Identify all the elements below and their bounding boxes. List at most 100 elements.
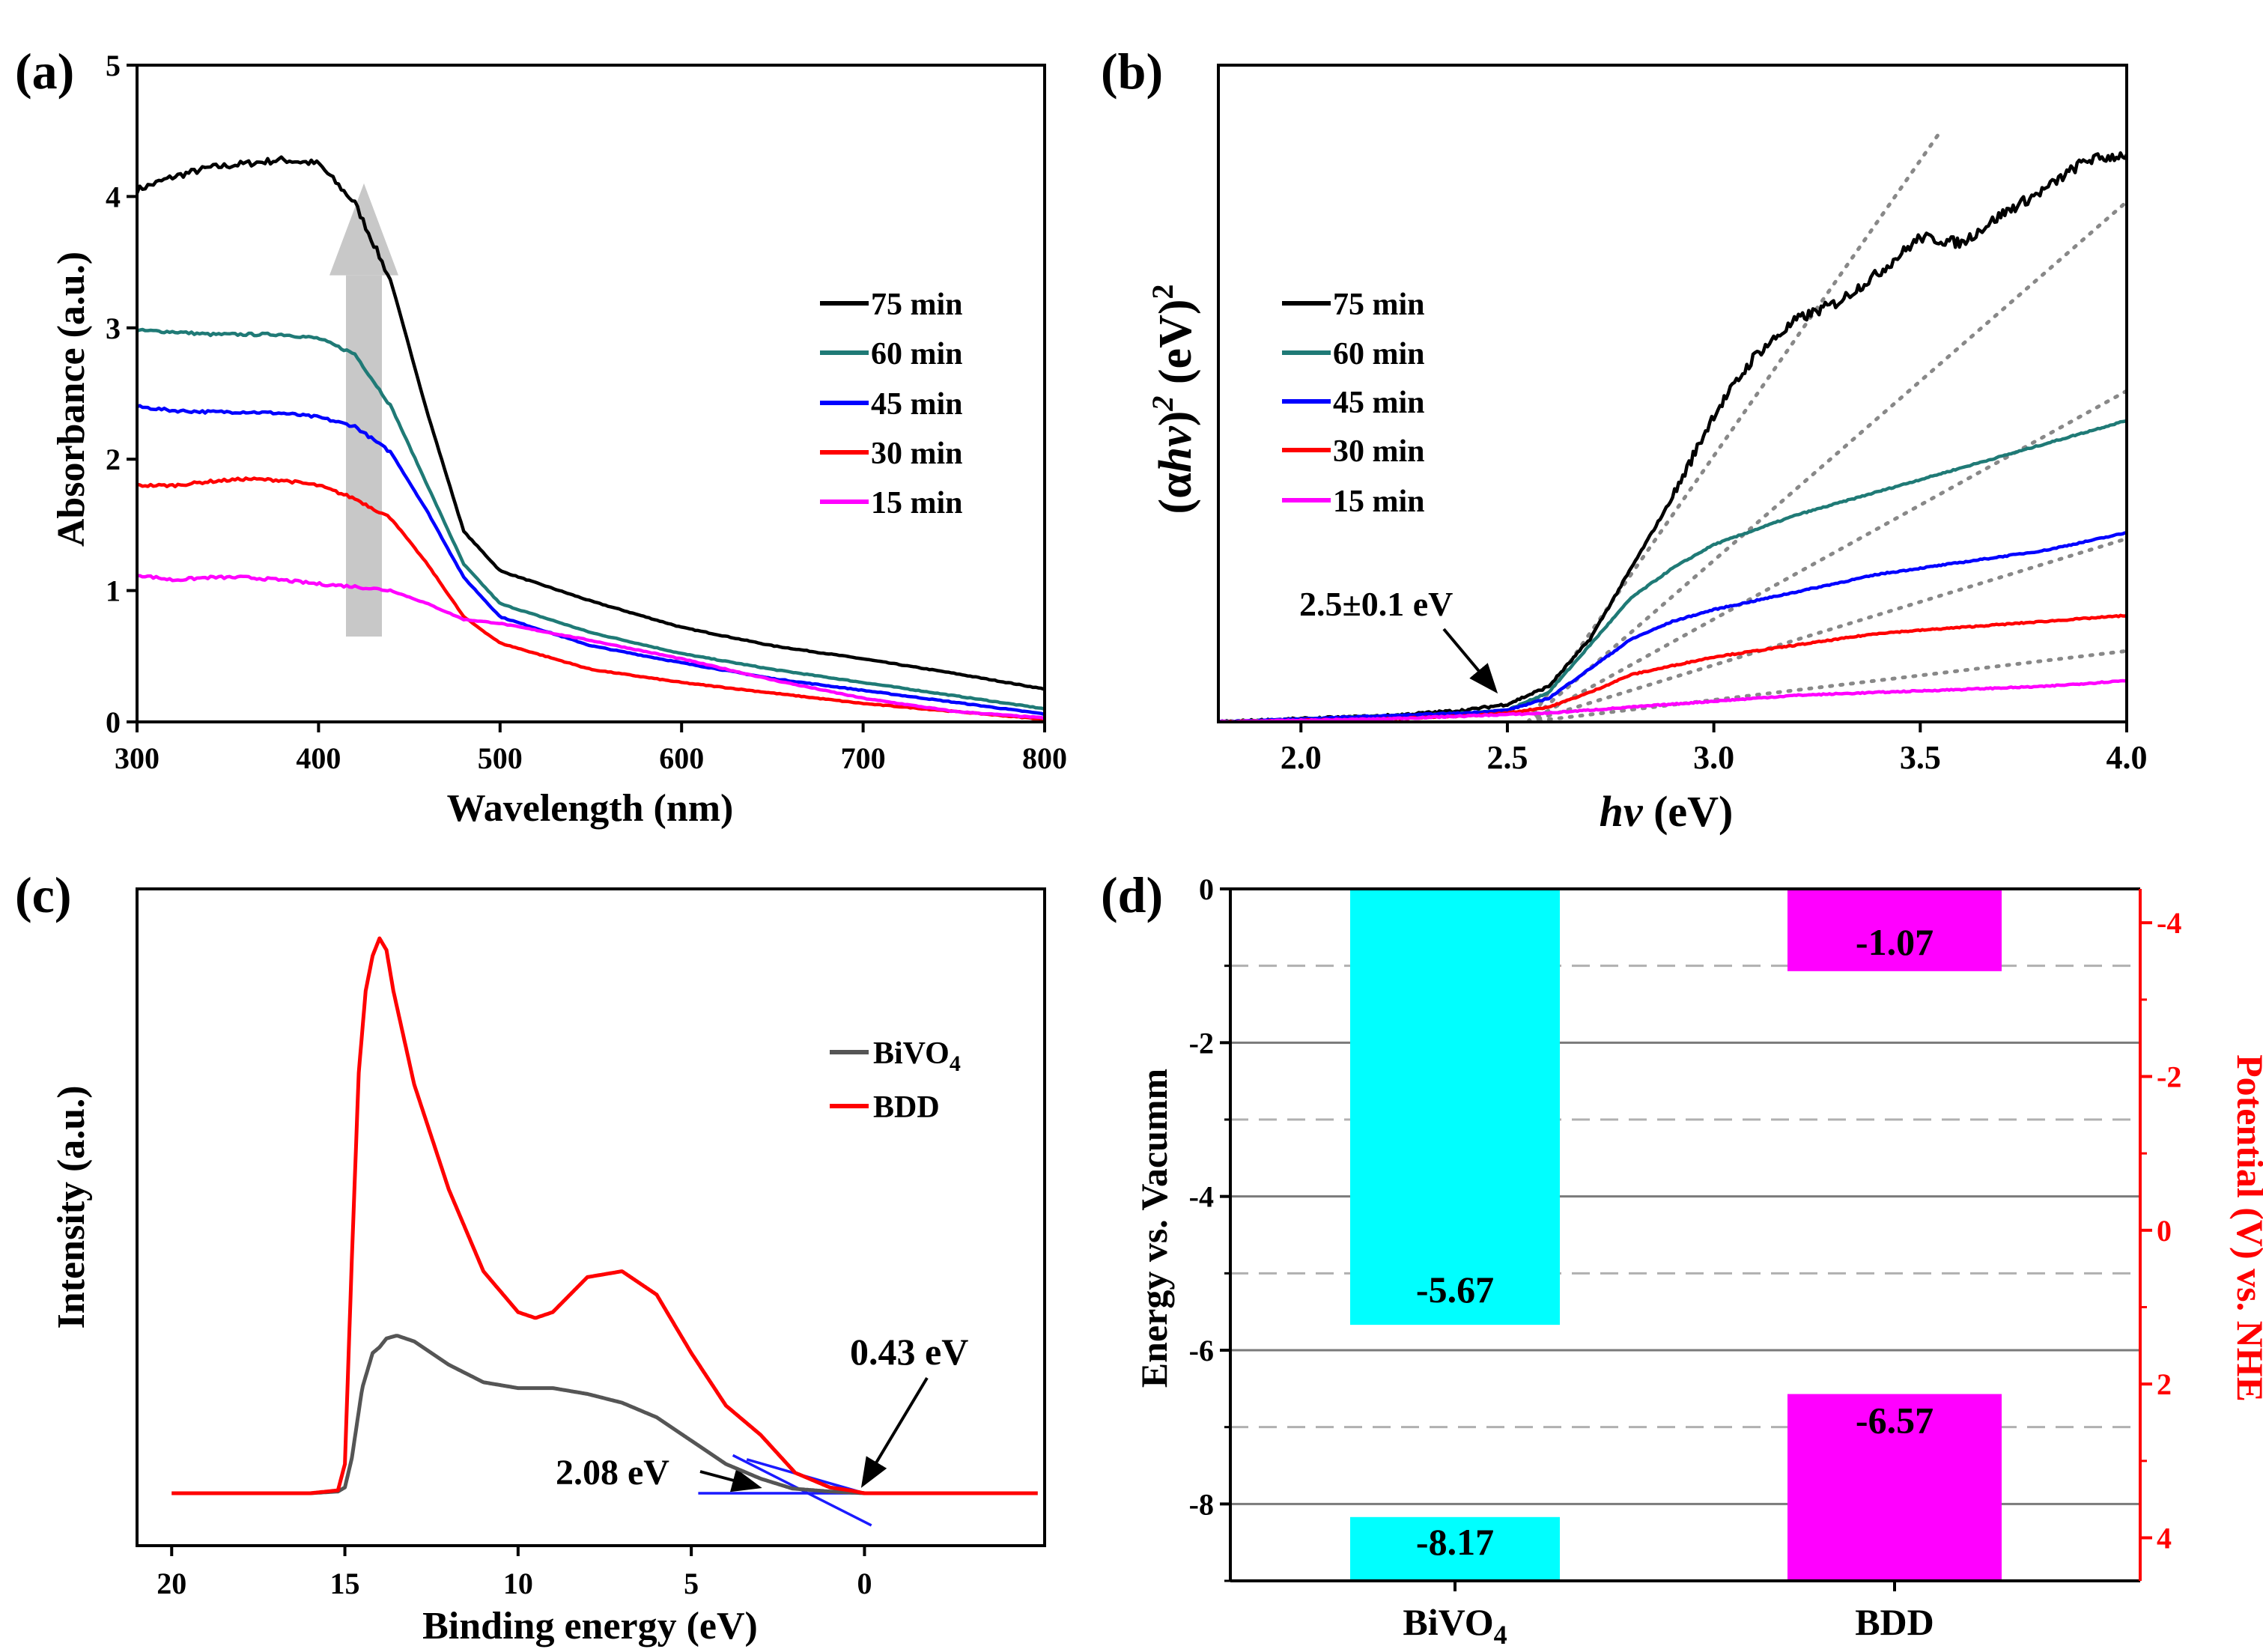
panel-b-fit-line-0 [1526, 129, 1943, 722]
panel-b-plot-area [1218, 129, 2127, 722]
panel-a-series-30-min [136, 476, 1044, 721]
legend-b-label-15: 15 min [1333, 485, 1425, 519]
legend-c-label-bdd: BDD [873, 1090, 940, 1125]
panel-a-ytick-label-4: 4 [106, 180, 121, 213]
panel-a-frame [136, 64, 1046, 723]
panel-label-c: (c) [15, 866, 71, 923]
panel-b-xlabel-unit: (eV) [1643, 787, 1734, 836]
panel-b-series-15-min [1218, 678, 2127, 722]
panel-label-d: (d) [1101, 866, 1163, 923]
panel-d-ylabel-left: Energy vs. Vacumm [1133, 1069, 1175, 1388]
panel-c-legend: BiVO4 BDD [830, 1036, 961, 1125]
panel-d-bar-label-BDD-2: -1.07 [1856, 921, 1934, 963]
panel-d-left-tick-label-0: 0 [1199, 872, 1214, 906]
panel-a-legend: 75 min 60 min 45 min 30 min 15 min [820, 288, 963, 520]
panel-label-a: (a) [15, 43, 74, 100]
panel-d-bar-label-BiVO4-1: -8.17 [1416, 1521, 1494, 1563]
panel-b-ylabel-sup2: 2 [1146, 285, 1179, 300]
panel-c-xtick-label-10: 10 [503, 1567, 533, 1600]
panel-d-bar-label-BiVO4-0: -5.67 [1416, 1269, 1494, 1311]
panel-d-bar-label-BDD-3: -6.57 [1856, 1400, 1934, 1442]
panel-c-xlabel: Binding energy (eV) [422, 1605, 758, 1648]
panel-c-ylabel: Intensity (a.u.) [50, 1085, 93, 1328]
panel-d-category-bivo4-sub: 4 [1494, 1620, 1507, 1648]
panel-d-left-tick-label--2: -2 [1189, 1026, 1214, 1060]
panel-d-right-tick-label--4: -4 [2157, 906, 2181, 940]
panel-c-frame [136, 887, 1046, 1547]
panel-a-ylabel: Absorbance (a.u.) [50, 252, 93, 547]
panel-a-xlabel: Wavelength (nm) [447, 787, 734, 830]
legend-a-label-60: 60 min [871, 337, 963, 371]
panel-b-series-45-min [1218, 531, 2127, 722]
panel-a-xtick-label-300: 300 [115, 741, 160, 775]
panel-b-xlabel-hv: hv [1600, 787, 1644, 836]
panel-b-annotation-arrow [1442, 628, 1498, 694]
panel-a-xtick-label-800: 800 [1022, 741, 1067, 775]
panel-b-ylabel-hv: hv [1150, 425, 1201, 473]
panel-b-ylabel: (αhv)2 (eV)2 [1146, 285, 1201, 514]
panel-a-xtick-label-400: 400 [296, 741, 341, 775]
panel-a-ytick-label-5: 5 [106, 49, 121, 82]
panel-c-xtick-label-15: 15 [330, 1567, 360, 1600]
panel-b-ylabel-open: (α [1150, 473, 1201, 514]
panel-a-trend-arrow-head [329, 183, 398, 276]
panel-b-xtick-label-2.5: 2.5 [1486, 739, 1528, 776]
panel-b-xtick-label-3.0: 3.0 [1693, 739, 1734, 776]
panel-b-series-30-min [1218, 613, 2127, 722]
panel-d-category-bdd: BDD [1855, 1601, 1934, 1643]
legend-a-label-75: 75 min [871, 288, 963, 322]
panel-label-b: (b) [1101, 43, 1163, 100]
panel-b-fit-line-3 [1526, 536, 2127, 722]
panel-d-category-bivo4: BiVO4 [1403, 1601, 1507, 1648]
panel-d-bar-BiVO4-0 [1350, 889, 1560, 1325]
panel-b-ylabel-ev: (eV) [1150, 300, 1201, 396]
panel-a-ytick-label-0: 0 [106, 705, 121, 739]
panel-c-xtick-label-5: 5 [684, 1567, 699, 1600]
panel-d-ylabel-right: Potential (V) vs. NHE [2229, 1054, 2263, 1402]
panel-b-fit-line-1 [1526, 199, 2127, 722]
legend-c-label-bivo4-sub: 4 [950, 1051, 961, 1076]
chart-dynamic-layer: 300 400 500 600 700 800 0 1 2 3 4 5 2.0 2.5 3.0 3.5 4.0 2… [106, 49, 2181, 1600]
panel-d-right-tick-label-2: 2 [2157, 1367, 2172, 1401]
panel-c-annotation-208: 2.08 eV [556, 1453, 669, 1492]
panel-c-xtick-label-20: 20 [157, 1567, 186, 1600]
panel-b-fit-line-4 [1526, 649, 2127, 722]
panel-a-xtick-label-700: 700 [841, 741, 886, 775]
legend-a-label-15: 15 min [871, 486, 963, 520]
legend-b-label-45: 45 min [1333, 386, 1425, 420]
legend-c-label-bivo4-main: BiVO [873, 1036, 950, 1071]
panel-a-ytick-label-1: 1 [106, 574, 121, 608]
panel-a-trend-arrow-shaft [346, 275, 382, 637]
legend-a-label-30: 30 min [871, 437, 963, 471]
panel-b-ylabel-close: ) [1150, 411, 1201, 427]
panel-d-bar-BiVO4-1 [1350, 1516, 1560, 1581]
panel-d-left-tick-label--6: -6 [1189, 1334, 1214, 1367]
panel-b-xtick-label-3.5: 3.5 [1900, 739, 1941, 776]
panel-b-fit-line-2 [1526, 389, 2127, 722]
panel-a-xtick-label-600: 600 [659, 741, 704, 775]
panel-b-frame [1217, 64, 2128, 723]
legend-b-label-30: 30 min [1333, 434, 1425, 469]
panel-d-right-tick-label-4: 4 [2157, 1522, 2172, 1555]
legend-b-label-60: 60 min [1333, 337, 1425, 371]
panel-a-series-15-min [136, 574, 1045, 720]
panel-c-annotation-043: 0.43 eV [850, 1331, 968, 1373]
panel-b-xtick-label-2.0: 2.0 [1281, 739, 1322, 776]
panel-d-left-tick-label--8: -8 [1189, 1487, 1214, 1521]
panel-b-xtick-label-4.0: 4.0 [2106, 739, 2148, 776]
panel-a-xtick-label-500: 500 [478, 741, 523, 775]
panel-c-series-BDD [171, 936, 1039, 1495]
panel-d-left-tick-label--4: -4 [1189, 1180, 1214, 1214]
panel-a-series-75-min [135, 155, 1045, 691]
panel-d-category-bivo4-main: BiVO [1403, 1601, 1493, 1643]
legend-b-label-75: 75 min [1333, 288, 1425, 322]
panel-d-right-tick-label--2: -2 [2157, 1060, 2181, 1094]
panel-d-bar-BDD-2 [1787, 889, 2002, 971]
panel-c-annotation-208-arrow [699, 1469, 762, 1492]
panel-b-ylabel-sup1: 2 [1146, 396, 1179, 412]
panel-a-ytick-label-2: 2 [106, 443, 121, 476]
panel-b-annotation: 2.5±0.1 eV [1299, 585, 1453, 623]
panel-a-ytick-label-3: 3 [106, 312, 121, 345]
